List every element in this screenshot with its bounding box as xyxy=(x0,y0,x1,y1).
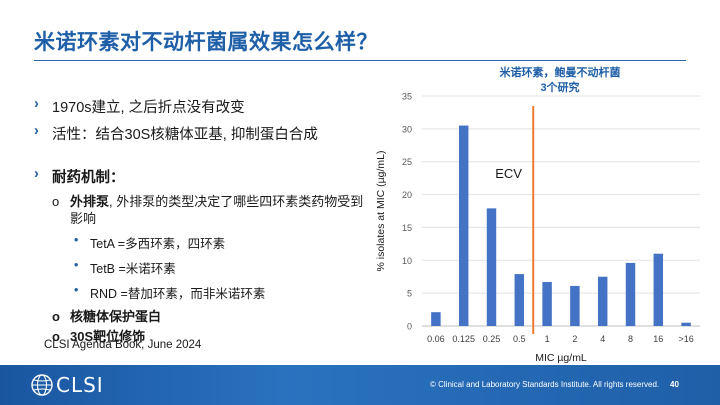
bullet-marker: › xyxy=(34,166,39,182)
bar xyxy=(625,262,636,326)
bullet-text: RND =替加环素，而非米诺环素 xyxy=(90,287,266,301)
y-tick-label: 35 xyxy=(402,92,412,102)
bar xyxy=(681,322,691,326)
bullet-list: › 1970s建立, 之后折点没有改变 › 活性：结合30S核糖体亚基, 抑制蛋… xyxy=(34,96,364,348)
x-tick-label: 16 xyxy=(653,334,663,344)
footer-background xyxy=(0,365,720,405)
subsub-bullet-teta: • TetA =多西环素，四环素 xyxy=(34,233,364,252)
bullet-text: 1970s建立, 之后折点没有改变 xyxy=(52,100,245,116)
bullet-marker: › xyxy=(34,123,39,139)
y-tick-label: 20 xyxy=(402,190,412,200)
bullet-resistance: › 耐药机制： xyxy=(34,166,364,187)
chart-title-line2: 3个研究 xyxy=(540,82,580,94)
y-tick-label: 10 xyxy=(402,256,412,266)
subsub-bullet-rnd: • RND =替加环素，而非米诺环素 xyxy=(34,283,364,302)
x-tick-label: 0.5 xyxy=(513,334,526,344)
bar xyxy=(486,208,497,326)
chart-title-line1: 米诺环素，鲍曼不动杆菌 xyxy=(499,67,621,79)
y-tick-label: 5 xyxy=(407,289,412,299)
bar xyxy=(514,274,525,326)
bullet-activity: › 活性：结合30S核糖体亚基, 抑制蛋白合成 xyxy=(34,123,364,144)
x-tick-label: 2 xyxy=(572,334,577,344)
efflux-rest-text: , 外排泵的类型决定了哪些四环素类药物受到影响 xyxy=(70,194,364,226)
title-divider xyxy=(34,60,686,61)
efflux-bold-text: 外排泵 xyxy=(70,194,110,209)
bullet-marker: › xyxy=(34,96,39,112)
x-tick-label: 4 xyxy=(600,334,605,344)
x-tick-label: 0.06 xyxy=(427,334,445,344)
y-tick-label: 15 xyxy=(402,223,412,233)
bullet-text: 30S靶位修饰 xyxy=(70,329,146,344)
reference-citation: CLSI Agenda Book, June 2024 xyxy=(44,339,202,351)
bar xyxy=(431,312,441,326)
y-axis-title: % isolates at MIC (µg/mL) xyxy=(375,151,387,272)
sub-bullet-efflux: o 外排泵, 外排泵的类型决定了哪些四环素类药物受到影响 xyxy=(34,193,364,227)
bullet-history: › 1970s建立, 之后折点没有改变 xyxy=(34,96,364,117)
page-number: 40 xyxy=(670,380,679,389)
sub-bullet-marker: o xyxy=(52,329,60,344)
bullet-text: 核糖体保护蛋白 xyxy=(70,309,162,324)
subsub-bullet-tetb: • TetB =米诺环素 xyxy=(34,258,364,277)
x-axis-title: MIC µg/mL xyxy=(535,352,587,364)
bullet-text: 耐药机制： xyxy=(52,170,125,186)
clsi-logo: CLSI xyxy=(30,373,104,397)
y-tick-label: 0 xyxy=(407,322,412,332)
x-tick-label: 0.25 xyxy=(483,334,501,344)
bullet-text: TetB =米诺环素 xyxy=(90,262,176,276)
sub-bullet-marker: o xyxy=(52,194,60,209)
copyright-text: © Clinical and Laboratory Standards Inst… xyxy=(430,380,660,389)
sub-bullet-target: o 30S靶位修饰 xyxy=(34,328,364,345)
chart-title: 米诺环素，鲍曼不动杆菌 3个研究 xyxy=(440,66,680,96)
bar xyxy=(653,253,664,326)
footer-bar: CLSI © Clinical and Laboratory Standards… xyxy=(0,365,720,405)
subsub-bullet-marker: • xyxy=(74,258,79,272)
sub-bullet-ribosome: o 核糖体保护蛋白 xyxy=(34,308,364,325)
mic-distribution-chart: 0 5 10 15 20 25 30 35 0.06 0.125 0.25 0.5 1 2 4 8 16 >16 E… xyxy=(375,92,700,364)
subsub-bullet-marker: • xyxy=(74,283,79,297)
bullet-text: TetA =多西环素，四环素 xyxy=(90,237,226,251)
x-tick-label: >16 xyxy=(678,334,693,344)
x-tick-label: 1 xyxy=(545,334,550,344)
x-tick-label: 0.125 xyxy=(452,334,475,344)
bar xyxy=(597,276,608,326)
subsub-bullet-marker: • xyxy=(74,233,79,247)
bar xyxy=(570,285,580,326)
bullet-text: 活性：结合30S核糖体亚基, 抑制蛋白合成 xyxy=(52,127,318,143)
y-tick-label: 25 xyxy=(402,157,412,167)
bar xyxy=(458,125,469,326)
bar xyxy=(542,281,552,326)
ecv-label: ECV xyxy=(495,166,522,181)
x-tick-label: 8 xyxy=(628,334,633,344)
globe-icon xyxy=(31,374,53,396)
logo-text: CLSI xyxy=(56,373,104,397)
sub-bullet-marker: o xyxy=(52,309,60,324)
y-tick-label: 30 xyxy=(402,124,412,134)
slide-title: 米诺环素对不动杆菌属效果怎么样？ xyxy=(34,30,378,54)
